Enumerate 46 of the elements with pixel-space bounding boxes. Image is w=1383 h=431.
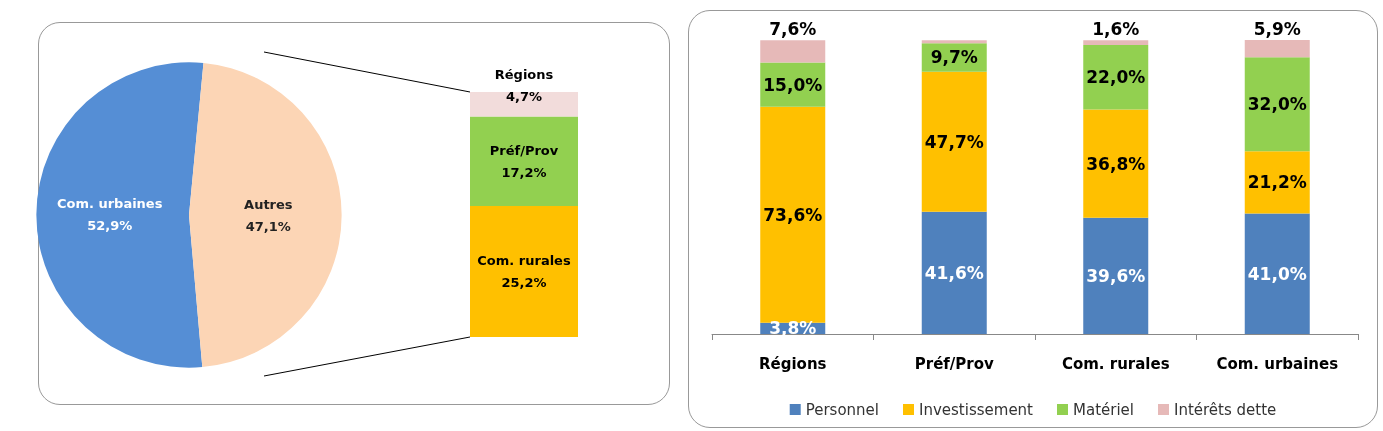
slice-label: Autres xyxy=(244,196,293,212)
legend-label: Matériel xyxy=(1073,400,1134,419)
data-label: 39,6% xyxy=(1086,265,1146,286)
bar xyxy=(1244,151,1310,214)
data-label: 73,6% xyxy=(763,204,823,225)
x-tick-label: Préf/Prov xyxy=(914,354,994,373)
bar xyxy=(1083,217,1149,334)
legend-label: Investissement xyxy=(919,400,1034,419)
data-label: 32,0% xyxy=(1247,94,1307,115)
data-label: 9,7% xyxy=(930,47,978,68)
bar xyxy=(1083,44,1149,110)
data-label: 3,8% xyxy=(769,318,817,339)
legend-label: Intérêts dette xyxy=(1173,400,1277,419)
bar xyxy=(1244,213,1310,334)
data-label: 22,0% xyxy=(1086,67,1146,88)
bar xyxy=(1083,109,1149,218)
bar xyxy=(760,40,826,63)
data-label: 25,2% xyxy=(501,274,547,290)
data-label: 52,9% xyxy=(87,218,133,234)
data-label: 36,8% xyxy=(1086,153,1146,174)
bar xyxy=(921,40,987,44)
slice-label: Com. urbaines xyxy=(56,196,163,212)
data-label: 7,6% xyxy=(769,19,817,40)
bar xyxy=(1244,57,1310,152)
data-label: 1,6% xyxy=(1092,19,1140,40)
data-label: 21,2% xyxy=(1247,172,1307,193)
x-tick-label: Com. rurales xyxy=(1061,354,1170,373)
bar xyxy=(760,106,826,323)
data-label: 5,9% xyxy=(1253,19,1301,39)
data-label: 15,0% xyxy=(763,74,823,95)
data-label: 47,1% xyxy=(245,218,291,234)
bar xyxy=(921,71,987,212)
data-label: 41,0% xyxy=(1247,263,1307,284)
data-label: 4,7% xyxy=(505,88,543,104)
bar xyxy=(1244,40,1310,58)
data-label: 47,7% xyxy=(924,131,984,152)
series-label: Régions xyxy=(494,66,554,82)
x-tick-label: Com. urbaines xyxy=(1216,354,1339,373)
data-label: 41,6% xyxy=(924,262,984,283)
bar xyxy=(921,211,987,334)
data-label: 17,2% xyxy=(501,164,547,180)
x-tick-label: Régions xyxy=(758,354,827,373)
bar xyxy=(1083,40,1149,45)
legend-label: Personnel xyxy=(805,400,880,419)
series-label: Préf/Prov xyxy=(489,142,559,158)
series-label: Com. rurales xyxy=(477,252,571,268)
